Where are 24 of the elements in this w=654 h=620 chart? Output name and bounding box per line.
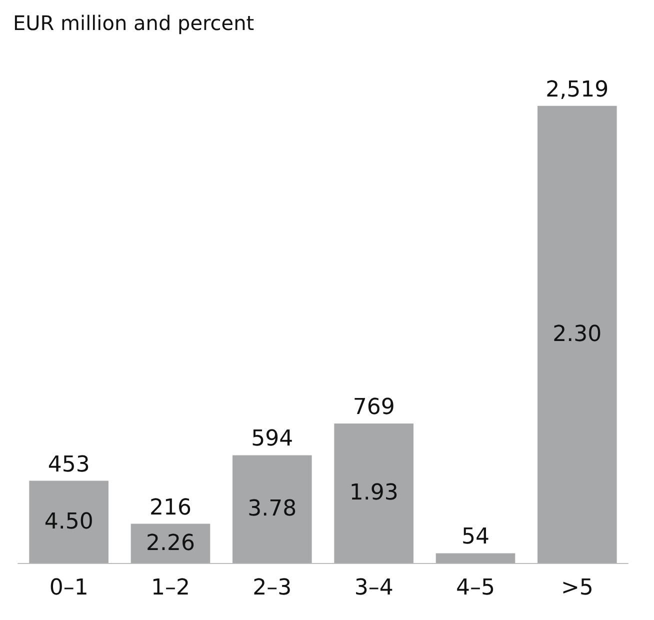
annotation: 2.30 xyxy=(552,322,602,347)
x-tick-label: 0–1 xyxy=(49,576,88,600)
annotation: 2.26 xyxy=(146,530,195,556)
data-label: 453 xyxy=(48,452,90,478)
x-tick-label: 4–5 xyxy=(456,576,495,600)
annotation: 1.93 xyxy=(349,480,398,506)
annotation: 4.50 xyxy=(44,509,94,534)
x-tick-label: 2–3 xyxy=(252,576,292,600)
bar xyxy=(436,553,516,563)
data-label: 216 xyxy=(150,495,192,520)
bar xyxy=(29,480,108,563)
data-label: 2,519 xyxy=(546,77,609,102)
x-tick-label: >5 xyxy=(560,576,594,600)
bar xyxy=(538,106,617,563)
bar xyxy=(334,423,414,563)
data-label: 769 xyxy=(352,394,395,420)
annotation: 3.78 xyxy=(248,496,297,522)
data-label: 54 xyxy=(462,524,490,550)
chart-title: EUR million and percent xyxy=(13,11,254,35)
x-tick-label: 3–4 xyxy=(354,576,394,600)
bar xyxy=(232,455,312,563)
bar xyxy=(130,524,210,563)
data-label: 594 xyxy=(251,426,294,452)
x-tick-label: 1–2 xyxy=(151,576,190,600)
